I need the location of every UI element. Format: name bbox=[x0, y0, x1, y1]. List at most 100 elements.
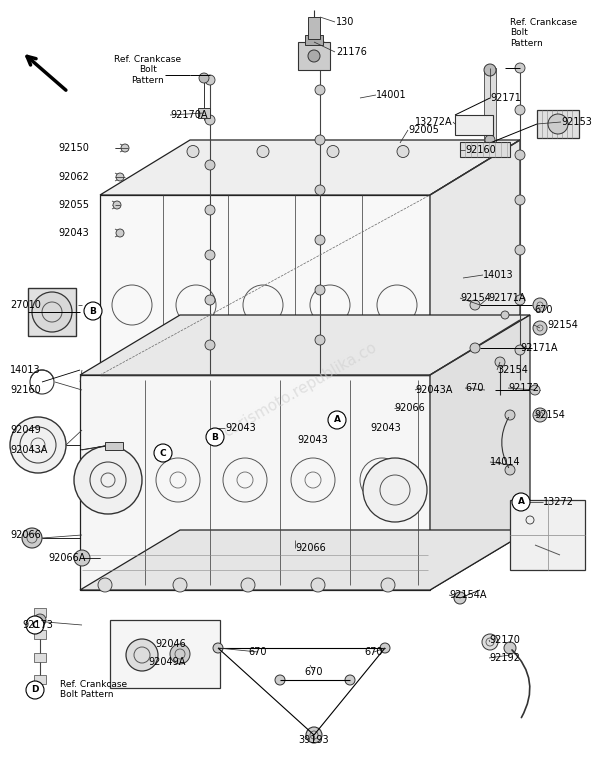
Text: 14014: 14014 bbox=[490, 457, 521, 467]
Text: 39193: 39193 bbox=[299, 735, 329, 745]
Circle shape bbox=[470, 343, 480, 353]
Circle shape bbox=[515, 295, 525, 305]
Text: 92160: 92160 bbox=[10, 385, 41, 395]
Circle shape bbox=[515, 345, 525, 355]
Bar bbox=[34, 608, 46, 617]
Text: 92154A: 92154A bbox=[449, 590, 487, 600]
Text: 13272: 13272 bbox=[543, 497, 574, 507]
Circle shape bbox=[315, 285, 325, 295]
Text: 92154: 92154 bbox=[547, 320, 578, 330]
Text: B: B bbox=[212, 432, 218, 442]
Circle shape bbox=[530, 385, 540, 395]
Text: 92043: 92043 bbox=[225, 423, 256, 433]
Bar bbox=[455, 115, 493, 135]
Text: 92160: 92160 bbox=[465, 145, 496, 155]
Text: 670: 670 bbox=[305, 667, 323, 677]
Text: 92154: 92154 bbox=[534, 410, 565, 420]
Circle shape bbox=[187, 146, 199, 157]
Circle shape bbox=[308, 50, 320, 62]
Text: carismoto.republika.co: carismoto.republika.co bbox=[221, 340, 379, 440]
Circle shape bbox=[116, 173, 124, 181]
Circle shape bbox=[154, 444, 172, 462]
Circle shape bbox=[98, 578, 112, 592]
Circle shape bbox=[10, 417, 66, 473]
Polygon shape bbox=[80, 375, 430, 590]
Circle shape bbox=[74, 550, 90, 566]
Text: 670: 670 bbox=[249, 647, 267, 657]
Circle shape bbox=[533, 408, 547, 422]
Circle shape bbox=[484, 64, 496, 76]
Bar bbox=[460, 142, 510, 157]
Text: 92043: 92043 bbox=[370, 423, 401, 433]
Text: 14013: 14013 bbox=[483, 270, 514, 280]
Circle shape bbox=[515, 63, 525, 73]
Circle shape bbox=[257, 146, 269, 157]
Circle shape bbox=[495, 357, 505, 367]
Text: 670: 670 bbox=[465, 383, 484, 393]
Bar bbox=[110, 620, 220, 688]
Circle shape bbox=[381, 578, 395, 592]
Circle shape bbox=[275, 675, 285, 685]
Text: 92049: 92049 bbox=[10, 425, 41, 435]
Circle shape bbox=[126, 639, 158, 671]
Text: 92066: 92066 bbox=[10, 530, 41, 540]
Circle shape bbox=[397, 146, 409, 157]
Circle shape bbox=[515, 245, 525, 255]
Circle shape bbox=[315, 185, 325, 195]
Circle shape bbox=[84, 302, 102, 320]
Text: 27010: 27010 bbox=[10, 300, 41, 310]
Circle shape bbox=[327, 146, 339, 157]
Circle shape bbox=[328, 411, 346, 429]
Circle shape bbox=[205, 250, 215, 260]
Circle shape bbox=[199, 73, 209, 83]
Circle shape bbox=[533, 321, 547, 335]
Circle shape bbox=[205, 75, 215, 85]
Polygon shape bbox=[430, 315, 530, 590]
Text: Ref. Crankcase
Bolt Pattern: Ref. Crankcase Bolt Pattern bbox=[60, 680, 127, 699]
Bar bbox=[28, 288, 76, 336]
Circle shape bbox=[470, 300, 480, 310]
Circle shape bbox=[26, 616, 44, 634]
Circle shape bbox=[116, 229, 124, 237]
Circle shape bbox=[32, 292, 72, 332]
Text: 670: 670 bbox=[534, 305, 553, 315]
Bar bbox=[305, 35, 323, 45]
Text: B: B bbox=[89, 306, 97, 315]
Text: D: D bbox=[31, 686, 39, 694]
Polygon shape bbox=[80, 315, 530, 375]
Circle shape bbox=[485, 135, 495, 145]
Text: 92173: 92173 bbox=[22, 620, 53, 630]
Circle shape bbox=[311, 578, 325, 592]
Circle shape bbox=[515, 150, 525, 160]
Text: 92172: 92172 bbox=[508, 383, 539, 393]
Polygon shape bbox=[430, 140, 520, 370]
Circle shape bbox=[505, 465, 515, 475]
Circle shape bbox=[205, 295, 215, 305]
Circle shape bbox=[22, 528, 42, 548]
Bar bbox=[484, 68, 496, 143]
Text: 92005: 92005 bbox=[408, 125, 439, 135]
Polygon shape bbox=[80, 530, 530, 590]
Circle shape bbox=[213, 643, 223, 653]
Text: 92055: 92055 bbox=[58, 200, 89, 210]
Circle shape bbox=[505, 410, 515, 420]
Circle shape bbox=[467, 146, 479, 157]
Text: 670: 670 bbox=[365, 647, 383, 657]
Circle shape bbox=[345, 675, 355, 685]
Circle shape bbox=[315, 335, 325, 345]
Bar bbox=[34, 675, 46, 684]
Polygon shape bbox=[100, 195, 430, 370]
Circle shape bbox=[315, 85, 325, 95]
Circle shape bbox=[315, 135, 325, 145]
Text: 21176: 21176 bbox=[336, 47, 367, 57]
Circle shape bbox=[170, 644, 190, 664]
Circle shape bbox=[206, 428, 224, 446]
Text: 92062: 92062 bbox=[58, 172, 89, 182]
Text: 92043A: 92043A bbox=[10, 445, 47, 455]
Text: 92049A: 92049A bbox=[148, 657, 185, 667]
Circle shape bbox=[205, 205, 215, 215]
Text: 92154: 92154 bbox=[460, 293, 491, 303]
Text: 92170: 92170 bbox=[489, 635, 520, 645]
Circle shape bbox=[501, 311, 509, 319]
Text: 92043: 92043 bbox=[297, 435, 328, 445]
